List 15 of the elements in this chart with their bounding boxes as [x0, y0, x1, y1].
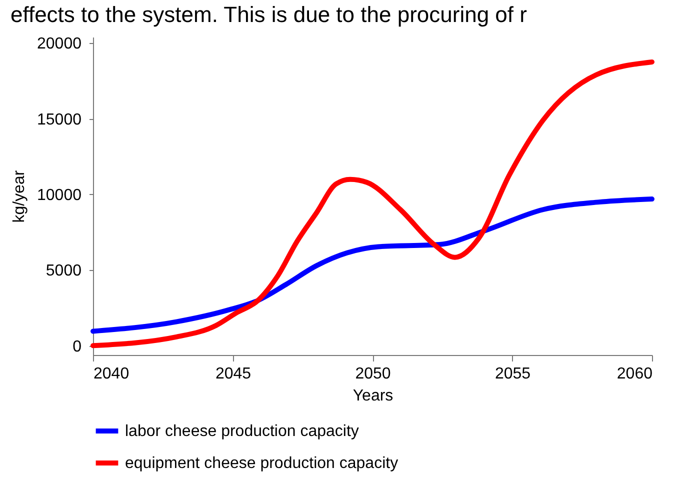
legend-label: labor cheese production capacity [125, 423, 359, 440]
x-tick-label: 2060 [616, 366, 653, 382]
x-tick-label: 2055 [494, 366, 531, 382]
y-tick-label: 5000 [46, 262, 82, 280]
y-tick-label: 10000 [37, 186, 82, 204]
y-tick-label: 20000 [37, 36, 82, 53]
legend-label: equipment cheese production capacity [125, 455, 398, 472]
x-axis-title: Years [352, 388, 394, 404]
y-axis-title: kg/year [11, 170, 28, 223]
chart-title: effects to the system. This is due to the procuring of r [10, 2, 527, 28]
x-tick-label: 2050 [355, 366, 391, 382]
y-tick-label: 0 [72, 338, 82, 356]
x-tick-label: 2040 [94, 366, 130, 382]
x-tick-label: 2045 [215, 366, 252, 382]
y-tick-label: 15000 [37, 111, 82, 128]
